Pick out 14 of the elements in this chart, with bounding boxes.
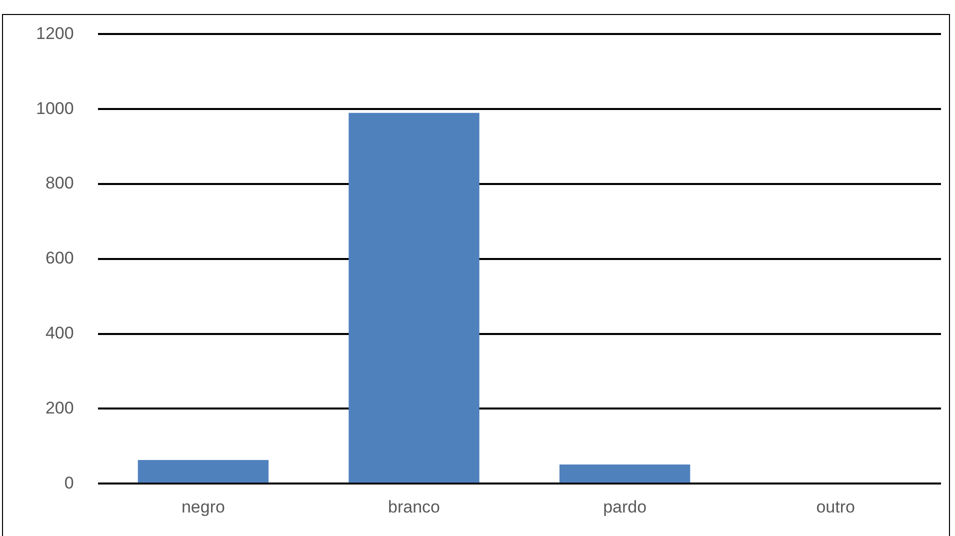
x-tick-label: outro xyxy=(816,497,855,516)
y-tick-label: 400 xyxy=(45,323,74,342)
y-tick-label: 1200 xyxy=(36,24,74,43)
bar xyxy=(559,464,690,483)
x-tick-label: negro xyxy=(181,497,225,516)
x-tick-label: pardo xyxy=(603,497,647,516)
x-tick-label: branco xyxy=(388,497,440,516)
bar xyxy=(348,112,480,483)
y-tick-label: 0 xyxy=(64,473,74,492)
y-tick-label: 200 xyxy=(45,398,74,418)
y-tick-label: 1000 xyxy=(36,98,74,118)
y-tick-label: 800 xyxy=(45,174,74,193)
bar xyxy=(138,460,269,483)
y-tick-label: 600 xyxy=(45,248,74,268)
